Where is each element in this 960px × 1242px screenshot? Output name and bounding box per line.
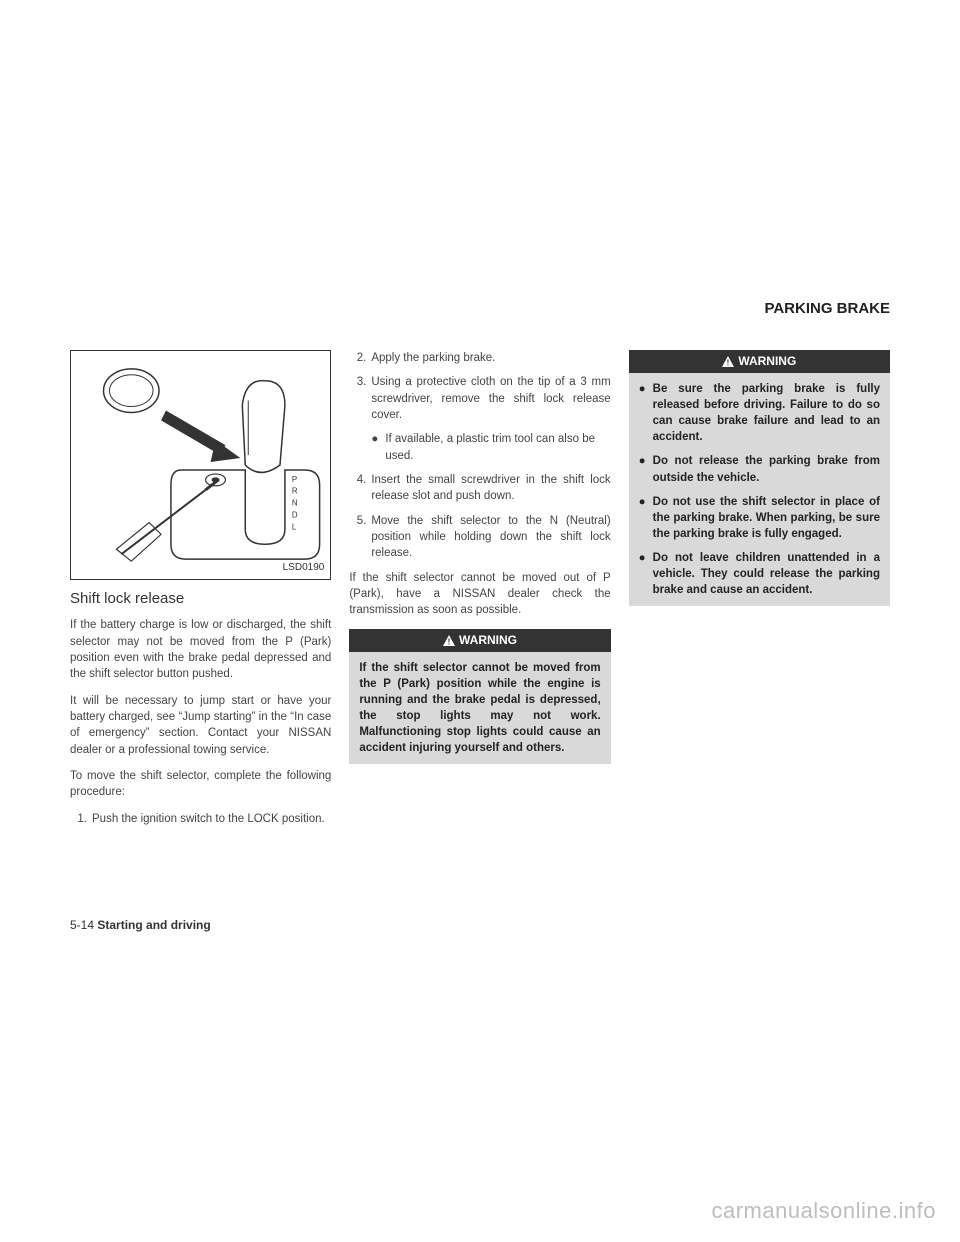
page-number: 5-14: [70, 918, 94, 932]
shift-lock-figure: P R N D L LSD0190: [70, 350, 331, 580]
list-item: 5. Move the shift selector to the N (Neu…: [349, 513, 610, 562]
warning-bullet: ● Be sure the parking brake is fully rel…: [639, 381, 880, 445]
paragraph: If the shift selector cannot be moved ou…: [349, 570, 610, 619]
warning-bullet: ● Do not use the shift selector in place…: [639, 494, 880, 542]
list-text: Using a protective cloth on the tip of a…: [371, 374, 610, 423]
list-number: 1.: [70, 811, 92, 827]
list-text: Insert the small screwdriver in the shif…: [371, 472, 610, 505]
section-header: PARKING BRAKE: [764, 300, 890, 317]
sub-bullet-text: If available, a plastic trim tool can al…: [385, 431, 610, 464]
bullet-icon: ●: [639, 453, 653, 485]
list-number: 5.: [349, 513, 371, 562]
warning-label: WARNING: [738, 353, 796, 370]
svg-text:R: R: [292, 487, 298, 496]
column-3: ! WARNING ● Be sure the parking brake is…: [629, 350, 890, 835]
list-text: Push the ignition switch to the LOCK pos…: [92, 811, 331, 827]
figure-id: LSD0190: [283, 561, 325, 575]
svg-text:!: !: [727, 359, 730, 368]
warning-text: Be sure the parking brake is fully relea…: [653, 381, 880, 445]
list-number: 2.: [349, 350, 371, 366]
column-2: 2. Apply the parking brake. 3. Using a p…: [349, 350, 610, 835]
warning-label: WARNING: [459, 632, 517, 649]
svg-text:L: L: [292, 522, 297, 531]
list-text: Apply the parking brake.: [371, 350, 610, 366]
page-footer: 5-14 Starting and driving: [70, 918, 211, 932]
warning-text: Do not leave children unattended in a ve…: [653, 550, 880, 598]
subheading: Shift lock release: [70, 588, 331, 609]
bullet-icon: ●: [639, 494, 653, 542]
svg-text:P: P: [292, 475, 297, 484]
bullet-icon: ●: [639, 381, 653, 445]
warning-header: ! WARNING: [629, 350, 890, 373]
list-text: Move the shift selector to the N (Neutra…: [371, 513, 610, 562]
watermark: carmanualsonline.info: [711, 1198, 936, 1224]
list-item: 3. Using a protective cloth on the tip o…: [349, 374, 610, 423]
list-item: 2. Apply the parking brake.: [349, 350, 610, 366]
warning-triangle-icon: !: [443, 635, 455, 646]
warning-triangle-icon: !: [722, 356, 734, 367]
paragraph: It will be necessary to jump start or ha…: [70, 693, 331, 758]
svg-text:D: D: [292, 511, 298, 520]
list-item: 1. Push the ignition switch to the LOCK …: [70, 811, 331, 827]
svg-text:!: !: [448, 637, 451, 646]
list-item: 4. Insert the small screwdriver in the s…: [349, 472, 610, 505]
shift-lever-diagram-icon: P R N D L: [71, 351, 330, 579]
paragraph: If the battery charge is low or discharg…: [70, 617, 331, 682]
svg-text:N: N: [292, 499, 298, 508]
paragraph: To move the shift selector, complete the…: [70, 768, 331, 801]
warning-body: If the shift selector cannot be moved fr…: [349, 652, 610, 765]
column-1: P R N D L LSD0190 Shift lock release If …: [70, 350, 331, 835]
list-number: 4.: [349, 472, 371, 505]
warning-body: ● Be sure the parking brake is fully rel…: [629, 373, 890, 606]
warning-header: ! WARNING: [349, 629, 610, 652]
list-number: 3.: [349, 374, 371, 423]
chapter-name: Starting and driving: [97, 918, 210, 932]
warning-bullet: ● Do not release the parking brake from …: [639, 453, 880, 485]
sub-bullet: ● If available, a plastic trim tool can …: [371, 431, 610, 464]
warning-bullet: ● Do not leave children unattended in a …: [639, 550, 880, 598]
bullet-icon: ●: [371, 431, 385, 464]
bullet-icon: ●: [639, 550, 653, 598]
warning-text: Do not use the shift selector in place o…: [653, 494, 880, 542]
warning-text: Do not release the parking brake from ou…: [653, 453, 880, 485]
page-content: PARKING BRAKE P R N D L: [70, 350, 890, 835]
